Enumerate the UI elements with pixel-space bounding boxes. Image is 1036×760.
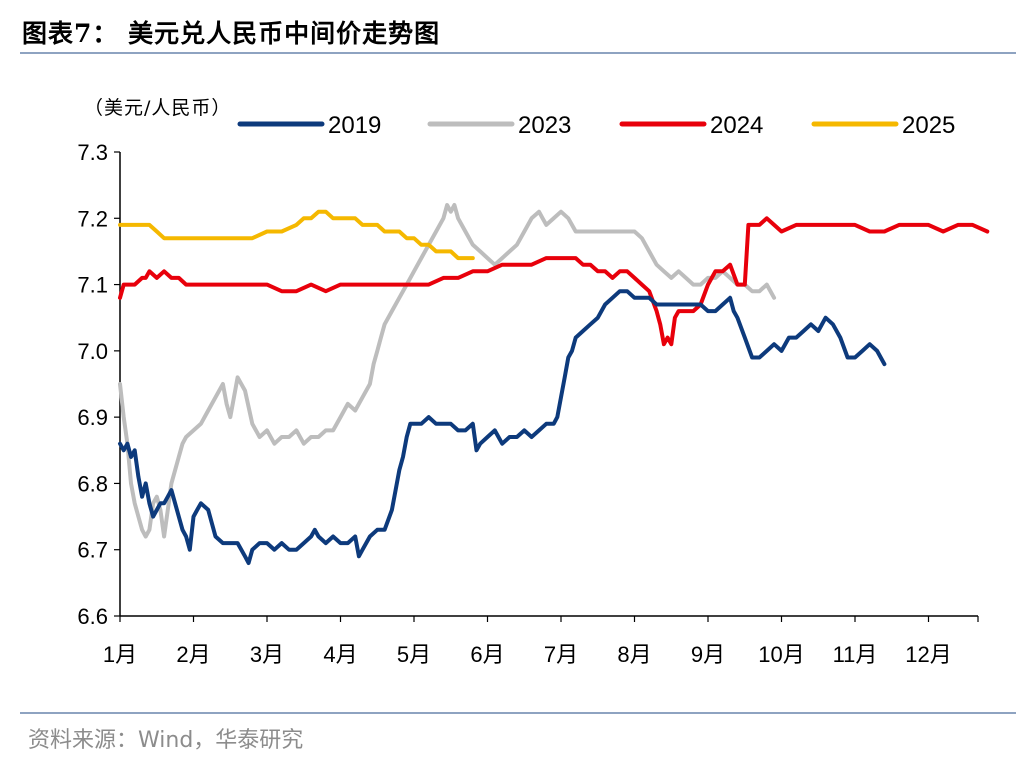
y-tick-label: 6.8 xyxy=(77,471,108,496)
y-tick-label: 6.9 xyxy=(77,405,108,430)
title-divider xyxy=(20,52,1016,54)
legend: 2019 2023 2024 2025 xyxy=(237,112,955,139)
y-unit-label: （美元/人民币） xyxy=(84,97,231,119)
line-chart: 7.3 7.2 7.1 7.0 6.9 6.8 6.7 6.6 1月 2月 3月 4月 5月 6月 7月 8月… xyxy=(77,97,990,667)
legend-label-2019: 2019 xyxy=(328,112,381,139)
series-line-2025 xyxy=(118,209,475,261)
x-tick-label: 5月 xyxy=(397,642,431,667)
legend-label-2023: 2023 xyxy=(518,112,571,139)
y-tick-label: 6.7 xyxy=(77,538,108,563)
x-tick-label: 6月 xyxy=(470,642,504,667)
x-tick-label: 10月 xyxy=(758,642,804,667)
y-tick-label: 7.1 xyxy=(77,273,108,298)
x-tick-label: 11月 xyxy=(833,642,878,667)
legend-label-2025: 2025 xyxy=(902,112,955,139)
x-tick-label: 4月 xyxy=(323,642,357,667)
x-tick-label: 9月 xyxy=(691,642,725,667)
y-tick-label: 7.2 xyxy=(77,206,108,231)
series-line-2019 xyxy=(118,289,887,565)
y-tick-label: 7.0 xyxy=(77,339,108,364)
x-tick-label: 3月 xyxy=(250,642,284,667)
series-line-2024 xyxy=(118,216,990,347)
axes: 7.3 7.2 7.1 7.0 6.9 6.8 6.7 6.6 1月 2月 3月 4月 5月 6月 7月 8月… xyxy=(77,140,979,667)
y-tick-label: 7.3 xyxy=(77,140,108,165)
series-lines xyxy=(118,203,990,565)
figure-title: 图表7： 美元兑人民币中间价走势图 xyxy=(22,19,441,48)
series-line-2023 xyxy=(118,203,777,539)
y-tick-label: 6.6 xyxy=(77,604,108,629)
x-tick-label: 2月 xyxy=(176,642,210,667)
x-tick-label: 12月 xyxy=(905,642,951,667)
legend-label-2024: 2024 xyxy=(710,112,763,139)
source-divider xyxy=(20,712,1016,714)
x-tick-label: 1月 xyxy=(103,642,137,667)
x-tick-label: 8月 xyxy=(617,642,651,667)
x-tick-label: 7月 xyxy=(544,642,578,667)
source-note: 资料来源：Wind，华泰研究 xyxy=(28,728,304,753)
